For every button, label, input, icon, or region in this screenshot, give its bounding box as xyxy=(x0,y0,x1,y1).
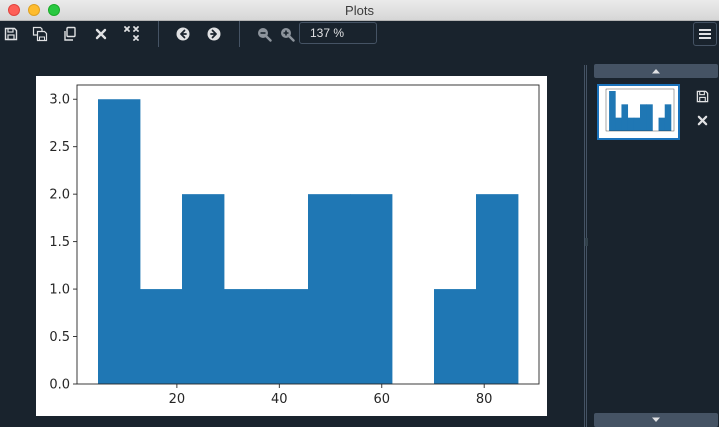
panel-splitter[interactable] xyxy=(584,65,587,427)
histogram-bar-1 xyxy=(615,117,622,131)
arrow-down-icon xyxy=(652,417,660,422)
y-tick-label: 0.0 xyxy=(49,378,70,393)
histogram-bar-4 xyxy=(266,289,309,384)
window-close-button[interactable] xyxy=(8,4,20,16)
histogram-bar-0 xyxy=(609,91,616,131)
histogram-bar-2 xyxy=(182,194,225,384)
x-tick-label: 60 xyxy=(373,392,390,407)
splitter-handle[interactable] xyxy=(585,238,588,246)
next-plot-button[interactable] xyxy=(203,23,225,45)
x-tick-label: 40 xyxy=(271,392,288,407)
y-tick-label: 3.0 xyxy=(49,93,70,108)
remove-all-plots-button[interactable] xyxy=(121,23,143,45)
histogram-bar-6 xyxy=(350,194,393,384)
x-tick-label: 20 xyxy=(169,392,186,407)
thumbnail-histogram xyxy=(605,88,675,132)
histogram-bar-4 xyxy=(633,117,641,131)
histogram-bar-8 xyxy=(434,289,477,384)
arrow-right-circle-icon xyxy=(207,27,221,41)
plot-thumbnail[interactable] xyxy=(597,84,680,140)
y-tick-label: 1.0 xyxy=(49,283,70,298)
histogram-bar-0 xyxy=(98,99,141,384)
y-tick-label: 2.5 xyxy=(49,140,70,155)
toolbar-separator xyxy=(239,21,240,47)
y-tick-label: 2.0 xyxy=(49,188,70,203)
axes-frame xyxy=(76,84,540,385)
histogram-bar-1 xyxy=(140,289,183,384)
histogram-bar-6 xyxy=(646,104,653,131)
y-tick-label: 1.5 xyxy=(49,235,70,250)
zoom-out-icon xyxy=(257,27,272,42)
remove-plot-button[interactable] xyxy=(90,23,112,45)
thumbnail-scroll-down-button[interactable] xyxy=(594,413,718,427)
histogram-bar-5 xyxy=(640,104,647,131)
y-tick-label: 0.5 xyxy=(49,330,70,345)
copy-plot-button[interactable] xyxy=(59,23,81,45)
histogram-bar-9 xyxy=(664,104,672,131)
copy-icon xyxy=(64,26,76,41)
x-tick-label: 80 xyxy=(476,392,493,407)
multi-save-icon xyxy=(32,26,48,42)
histogram-bar-3 xyxy=(627,117,635,131)
previous-plot-button[interactable] xyxy=(172,23,194,45)
axes-frame xyxy=(605,88,675,132)
histogram-chart: 0.0 0.5 1.0 1.5 2.0 2.5 3.0 20 40 60 80 xyxy=(49,84,540,407)
hamburger-menu-icon xyxy=(699,29,711,39)
histogram-bar-2 xyxy=(621,104,629,131)
close-icon xyxy=(95,28,107,40)
zoom-level-field[interactable]: 137 % xyxy=(299,22,377,44)
save-all-plots-button[interactable] xyxy=(29,23,51,45)
zoom-in-button[interactable] xyxy=(276,23,298,45)
zoom-out-button[interactable] xyxy=(253,23,275,45)
thumbnail-save-button[interactable] xyxy=(693,87,711,105)
plot-figure: 0.0 0.5 1.0 1.5 2.0 2.5 3.0 20 40 60 80 xyxy=(36,76,547,416)
thumbnail-scroll-up-button[interactable] xyxy=(594,64,718,78)
save-plot-button[interactable] xyxy=(0,23,22,45)
histogram-bar-3 xyxy=(224,289,267,384)
histogram-bar-9 xyxy=(476,194,519,384)
close-all-icon xyxy=(124,26,139,41)
close-icon xyxy=(697,115,707,125)
window-minimize-button[interactable] xyxy=(28,4,40,16)
floppy-disk-icon xyxy=(4,27,18,41)
arrow-left-circle-icon xyxy=(176,27,190,41)
options-menu-button[interactable] xyxy=(693,22,717,46)
arrow-up-icon xyxy=(652,69,660,74)
toolbar-separator xyxy=(158,21,159,47)
thumbnail-remove-button[interactable] xyxy=(693,111,711,129)
window-maximize-button[interactable] xyxy=(48,4,60,16)
window-titlebar: Plots xyxy=(0,0,719,21)
zoom-in-icon xyxy=(280,27,295,42)
histogram-bar-8 xyxy=(658,117,666,131)
histogram-bar-5 xyxy=(308,194,351,384)
floppy-disk-icon xyxy=(696,90,708,102)
window-title: Plots xyxy=(345,3,374,18)
